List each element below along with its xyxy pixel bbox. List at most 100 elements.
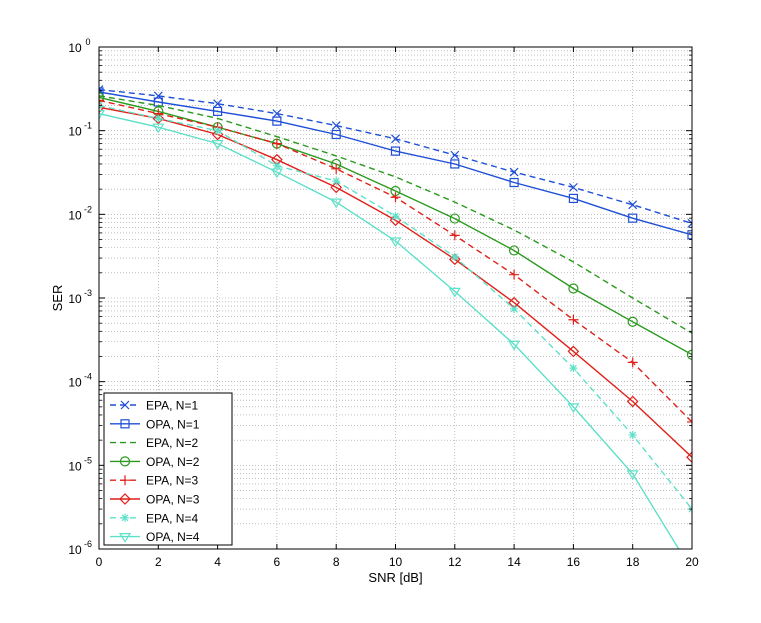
x-tick-label: 0 [96,555,103,569]
y-tick-exponent: -6 [84,539,92,549]
legend-item: EPA, N=2 [110,436,198,450]
series-line-opa-n-2 [99,96,692,356]
data-point-epa-n-1 [391,134,400,144]
y-tick-label: 10 [68,376,82,390]
data-point-opa-n-4 [508,340,521,351]
data-point-epa-n-4 [628,431,637,440]
y-tick-exponent: -3 [84,288,92,298]
x-axis-title: SNR [dB] [368,570,422,585]
series-line-opa-n-4 [99,112,680,549]
y-tick-exponent: -2 [84,204,92,214]
y-tick-label: 10 [68,292,82,306]
y-tick-label: 10 [68,543,82,557]
data-point-epa-n-1 [509,167,519,177]
y-tick-exponent: -1 [84,121,92,131]
data-point-epa-n-4 [154,114,163,123]
series-opa-n-4 [99,109,680,549]
x-tick-label: 12 [448,555,462,569]
x-tick-label: 18 [626,555,640,569]
y-tick-label: 10 [68,459,82,473]
series-line-epa-n-3 [99,99,692,423]
legend-item: OPA, N=4 [110,530,200,544]
legend-marker [121,513,129,522]
legend-label: OPA, N=2 [146,455,200,469]
data-point-opa-n-3 [330,181,343,194]
data-point-opa-n-4 [99,109,106,120]
legend-marker [119,456,131,467]
data-point-epa-n-4 [569,364,578,373]
data-point-opa-n-2 [568,283,579,294]
legend-item: OPA, N=2 [110,455,200,469]
legend-label: OPA, N=3 [146,493,200,507]
x-tick-label: 16 [567,555,581,569]
data-point-epa-n-4 [213,126,222,135]
series-line-opa-n-1 [99,91,692,236]
data-point-opa-n-1 [331,129,341,140]
data-point-opa-n-3 [152,112,165,125]
legend-item: OPA, N=1 [110,417,200,431]
legend-label: EPA, N=4 [146,511,198,525]
y-axis-title: SER [50,285,65,312]
data-point-opa-n-4 [330,198,343,209]
data-point-epa-n-3 [271,138,282,149]
data-point-epa-n-4 [510,304,519,313]
data-point-opa-n-4 [211,140,224,150]
y-tick-exponent: -5 [84,455,92,465]
data-point-opa-n-1 [272,116,282,126]
data-point-opa-n-3 [448,253,461,266]
data-point-opa-n-1 [450,159,460,169]
data-point-opa-n-2 [449,213,460,224]
data-point-opa-n-3 [626,395,639,408]
data-point-epa-n-1 [687,218,692,228]
series-epa-n-2 [99,95,692,334]
data-point-epa-n-3 [509,269,520,280]
data-point-epa-n-4 [272,161,281,170]
data-point-epa-n-1 [628,200,638,210]
y-tick-exponent: -4 [84,372,92,382]
legend: EPA, N=1 OPA, N=1 EPA, N=2 OPA, N=2 EPA, N=3… [103,392,233,546]
data-point-opa-n-2 [686,349,692,360]
x-tick-label: 4 [214,555,221,569]
data-point-epa-n-1 [213,99,223,109]
data-point-epa-n-3 [331,163,342,174]
data-point-epa-n-3 [99,95,104,106]
legend-label: OPA, N=4 [146,530,200,544]
data-point-opa-n-4 [567,403,580,413]
data-point-epa-n-3 [449,230,460,241]
y-tick-label: 10 [68,208,82,222]
data-point-epa-n-1 [568,182,578,192]
legend-label: OPA, N=1 [146,417,200,431]
x-tick-label: 14 [507,555,521,569]
data-point-opa-n-1 [687,230,692,240]
legend-marker [120,419,130,429]
legend-marker [118,533,132,543]
data-point-opa-n-2 [99,92,105,103]
legend-marker [119,493,131,505]
data-point-epa-n-1 [272,109,282,119]
data-point-opa-n-2 [627,316,638,327]
y-tick-exponent: 0 [85,37,90,47]
legend-item: OPA, N=3 [110,493,200,507]
x-tick-label: 8 [333,555,340,569]
series-epa-n-1 [99,85,692,228]
legend-item: EPA, N=4 [110,511,198,525]
data-point-opa-n-4 [152,123,165,134]
data-point-epa-n-3 [627,357,638,368]
data-point-opa-n-1 [99,87,104,97]
data-point-epa-n-3 [390,192,401,203]
data-point-epa-n-4 [450,252,459,261]
x-tick-label: 2 [155,555,162,569]
data-point-opa-n-1 [628,213,638,223]
data-point-opa-n-4 [270,168,283,179]
data-point-epa-n-4 [391,212,400,221]
data-point-epa-n-3 [568,314,579,325]
data-point-epa-n-3 [687,416,692,427]
data-point-opa-n-1 [390,146,401,156]
data-point-opa-n-4 [389,237,402,248]
data-point-opa-n-1 [568,193,579,204]
series-line-opa-n-3 [99,106,692,458]
x-tick-label: 20 [685,555,699,569]
y-tick-label: 10 [68,125,82,139]
data-point-opa-n-4 [626,470,639,481]
x-tick-label: 6 [274,555,281,569]
